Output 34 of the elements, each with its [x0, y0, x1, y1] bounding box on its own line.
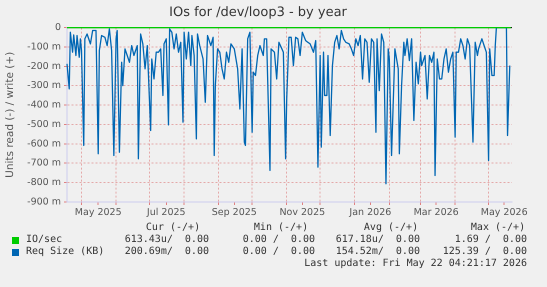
legend-label: Req Size (KB): [26, 246, 104, 258]
text: 154.52m/ 0.00: [336, 246, 420, 258]
text: 617.18u/ 0.00: [336, 234, 420, 246]
chart-title: IOs for /dev/loop3 - by year: [169, 5, 348, 20]
text: 200.69m/ 0.00: [124, 246, 209, 258]
x-tick-label: Jan 2026: [348, 207, 392, 218]
text: 0.00 / 0.00: [242, 246, 315, 258]
x-tick-label: Nov 2025: [279, 207, 326, 218]
y-tick-label: -600 m: [27, 138, 61, 150]
text: 613.43u/ 0.00: [124, 234, 209, 246]
y-tick-label: -200 m: [27, 60, 61, 72]
y-axis-title: Units read (-) / write (+): [4, 52, 16, 178]
y-tick-label: -400 m: [27, 100, 61, 111]
x-tick-label: Sep 2025: [212, 207, 257, 218]
legend-label: IO/sec: [26, 234, 62, 246]
y-tick-label: -700 m: [27, 158, 61, 169]
x-tick-label: Jul 2025: [146, 207, 186, 218]
y-tick-label: -300 m: [27, 80, 61, 92]
text: Avg (-/+): [364, 222, 418, 234]
y-tick-label: -800 m: [27, 177, 61, 188]
y-tick-label: -900 m: [27, 196, 61, 208]
text: Max (-/+): [470, 222, 526, 234]
text: Cur (-/+): [146, 222, 200, 234]
text: 0.00 / 0.00: [242, 234, 315, 246]
text: Last update: Fri May 22 04:21:17 2026: [304, 258, 527, 270]
y-tick-label: -100 m: [27, 41, 61, 52]
text: Min (-/+): [254, 222, 308, 234]
y-tick-label: -500 m: [27, 118, 61, 130]
x-tick-label: May 2026: [480, 207, 528, 218]
x-tick-label: May 2025: [74, 207, 122, 218]
text: 125.39 / 0.00: [442, 246, 527, 258]
x-tick-label: Mar 2026: [414, 207, 459, 218]
text: 1.69 / 0.00: [454, 234, 527, 246]
y-tick-label: 0: [54, 22, 61, 34]
